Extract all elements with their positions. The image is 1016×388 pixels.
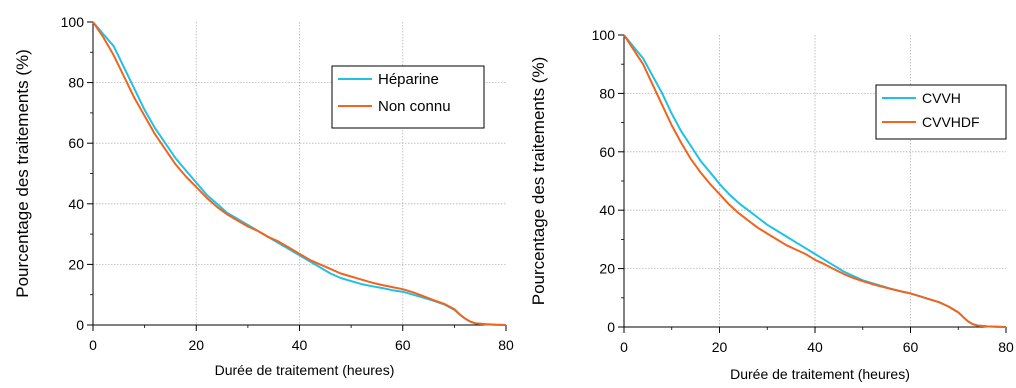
legend-label-0: CVVH	[922, 90, 961, 106]
y-tick-label: 60	[68, 135, 84, 151]
x-tick-label: 60	[395, 337, 411, 353]
y-tick-label: 40	[599, 202, 615, 218]
y-axis-label: Pourcentage des traitements (%)	[13, 49, 32, 298]
y-tick-label: 0	[76, 317, 84, 333]
legend-box	[875, 84, 1007, 140]
y-tick-label: 60	[599, 144, 615, 160]
y-tick-label: 80	[599, 85, 615, 101]
x-tick-label: 0	[89, 337, 97, 353]
series-line-0	[623, 34, 1007, 328]
y-tick-label: 80	[68, 75, 84, 91]
legend-box	[331, 65, 485, 129]
series-line-1	[623, 34, 1007, 328]
x-tick-label: 40	[292, 337, 308, 353]
y-axis-label: Pourcentage des traitements (%)	[529, 57, 548, 306]
legend-label-1: CVVHDF	[922, 114, 980, 130]
chart-heparine-vs-non-connu: 0 20 40 60 80 0 20 40 60 80 100 Durée de traitement…	[13, 14, 514, 378]
y-tick-label: 40	[68, 196, 84, 212]
x-tick-label: 80	[998, 339, 1014, 355]
x-axis-label: Durée de traitement (heures)	[730, 366, 910, 382]
y-tick-label: 20	[68, 256, 84, 272]
y-tick-label: 0	[607, 319, 615, 335]
y-tick-label: 100	[592, 27, 616, 43]
x-tick-label: 0	[620, 339, 628, 355]
chart-cvvh-vs-cvvhdf: 0 20 40 60 80 0 20 40 60 80 100 Durée de traitement…	[529, 27, 1014, 382]
x-tick-label: 40	[807, 339, 823, 355]
y-tick-label: 100	[61, 14, 85, 30]
x-tick-label: 20	[712, 339, 728, 355]
x-tick-label: 20	[188, 337, 204, 353]
x-tick-label: 60	[903, 339, 919, 355]
x-axis-label: Durée de traitement (heures)	[215, 362, 395, 378]
legend-label-1: Non connu	[378, 98, 451, 115]
y-tick-label: 20	[599, 261, 615, 277]
legend-label-0: Héparine	[378, 71, 439, 88]
x-tick-label: 80	[498, 337, 514, 353]
series-line-1	[92, 21, 507, 326]
